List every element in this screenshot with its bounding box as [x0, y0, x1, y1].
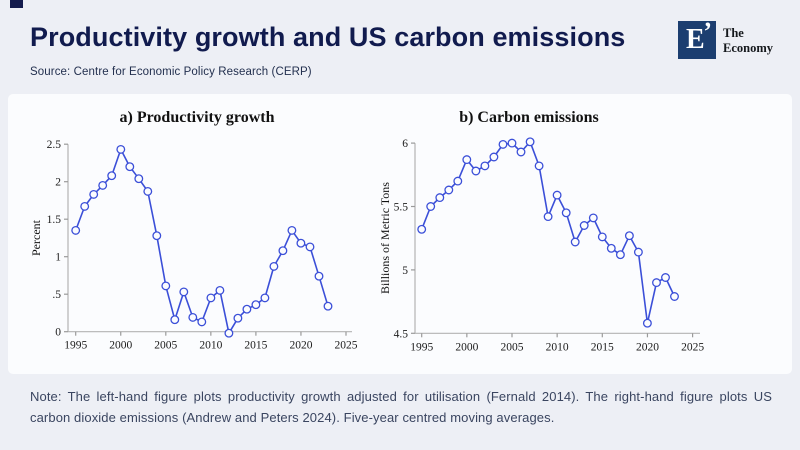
svg-text:1995: 1995: [410, 341, 433, 353]
svg-text:5: 5: [402, 265, 408, 277]
svg-text:2010: 2010: [546, 341, 569, 353]
logo-name-line2: Economy: [723, 40, 773, 55]
svg-text:2000: 2000: [109, 340, 132, 352]
svg-text:2015: 2015: [244, 340, 267, 352]
svg-text:2005: 2005: [501, 341, 524, 353]
svg-text:2010: 2010: [199, 340, 222, 352]
logo-letter: E: [686, 24, 705, 55]
note-text: Note: The left-hand figure plots product…: [30, 389, 772, 426]
svg-text:2020: 2020: [636, 341, 659, 353]
chart-productivity-growth: 1995 2000 2005 2010 2015 2020 2025 0 .5 1 1.5 2 2.5 a…: [29, 109, 358, 352]
svg-text:2025: 2025: [681, 341, 704, 353]
svg-text:1.5: 1.5: [47, 214, 62, 226]
svg-text:2025: 2025: [335, 340, 358, 352]
logo-name: The Economy: [723, 26, 773, 55]
svg-text:a) Productivity growth: a) Productivity growth: [120, 109, 275, 126]
logo: E ’ The Economy: [678, 17, 773, 59]
svg-text:2020: 2020: [289, 340, 312, 352]
svg-text:6: 6: [402, 138, 408, 150]
svg-text:2: 2: [55, 177, 61, 189]
svg-text:Billions of Metric Tons: Billions of Metric Tons: [378, 182, 392, 294]
svg-text:5.5: 5.5: [394, 202, 409, 214]
chart-carbon-emissions: 1995 2000 2005 2010 2015 2020 2025 4.5 5 5.5 6 b) C…: [378, 109, 704, 353]
svg-text:b) Carbon emissions: b) Carbon emissions: [459, 109, 599, 126]
svg-text:1995: 1995: [64, 340, 87, 352]
svg-text:1: 1: [55, 252, 61, 264]
logo-mark: E ’: [678, 17, 716, 59]
svg-text:2.5: 2.5: [47, 139, 62, 151]
logo-quote-icon: ’: [703, 17, 712, 46]
logo-name-line1: The: [723, 26, 744, 40]
corner-accent: [10, 0, 23, 8]
svg-text:2000: 2000: [455, 341, 478, 353]
chart-panel: [8, 94, 792, 374]
svg-text:2015: 2015: [591, 341, 614, 353]
page-title: Productivity growth and US carbon emissi…: [30, 22, 626, 52]
svg-text:.5: .5: [52, 289, 61, 301]
svg-text:4.5: 4.5: [394, 328, 409, 340]
svg-text:Percent: Percent: [29, 219, 43, 256]
svg-text:0: 0: [55, 327, 61, 339]
svg-text:2005: 2005: [154, 340, 177, 352]
source-line: Source: Centre for Economic Policy Resea…: [30, 66, 312, 78]
